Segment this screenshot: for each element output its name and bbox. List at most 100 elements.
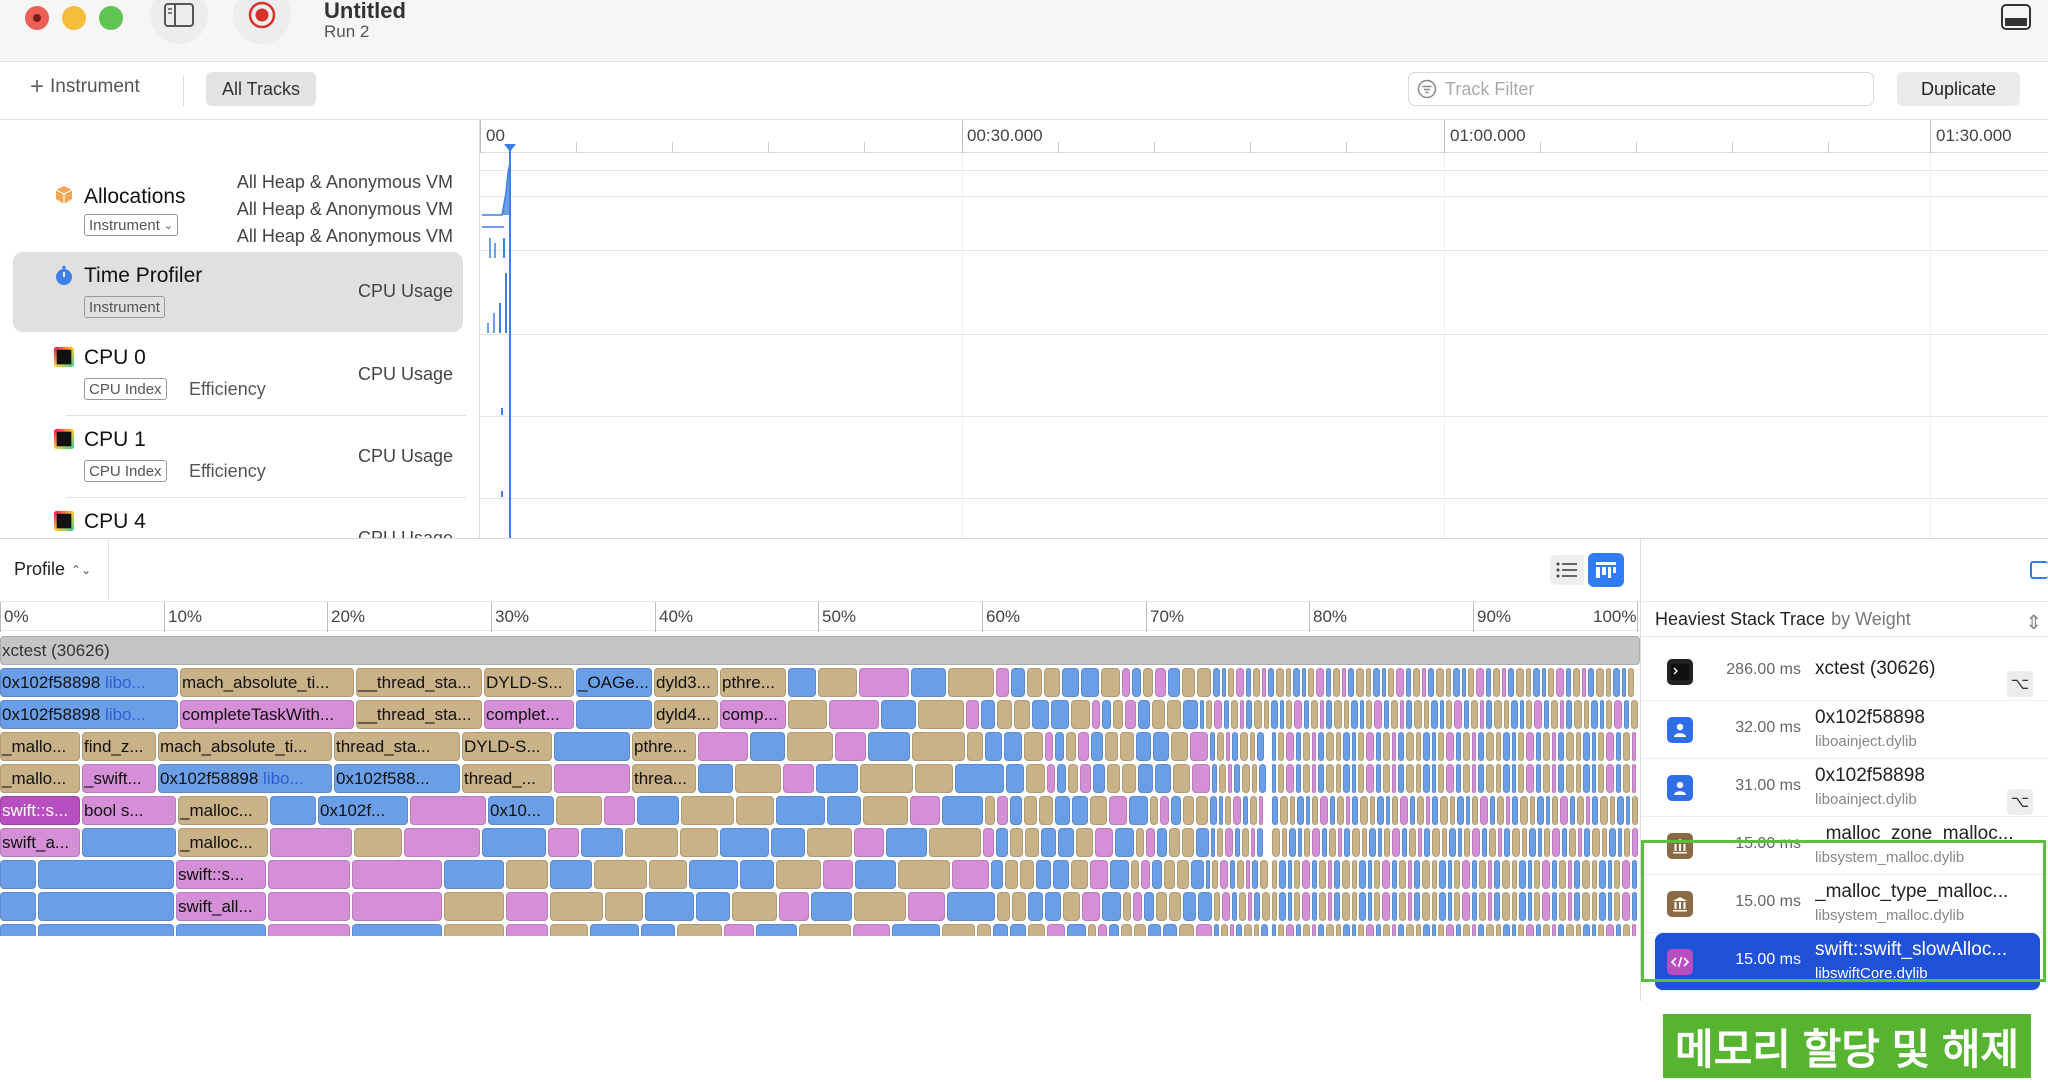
flame-frame[interactable] bbox=[1453, 668, 1460, 697]
flame-frame[interactable] bbox=[1196, 828, 1209, 857]
flame-frame[interactable] bbox=[783, 764, 814, 793]
flame-frame[interactable] bbox=[1552, 828, 1560, 857]
flame-frame[interactable] bbox=[1382, 860, 1390, 889]
close-window-button[interactable] bbox=[25, 6, 49, 30]
flame-frame[interactable] bbox=[1472, 924, 1476, 936]
flame-frame[interactable] bbox=[779, 892, 809, 921]
flame-frame[interactable] bbox=[1102, 892, 1121, 921]
flame-frame[interactable] bbox=[1066, 732, 1076, 761]
flame-frame[interactable] bbox=[1570, 796, 1575, 825]
flame-frame[interactable] bbox=[1326, 764, 1334, 793]
flame-frame[interactable] bbox=[1606, 732, 1614, 761]
flame-frame[interactable] bbox=[1526, 700, 1532, 729]
flame-frame[interactable] bbox=[1115, 828, 1134, 857]
flame-frame[interactable] bbox=[1409, 828, 1416, 857]
flame-frame[interactable] bbox=[807, 828, 852, 857]
flame-frame[interactable] bbox=[1196, 924, 1212, 936]
flame-frame[interactable] bbox=[983, 828, 994, 857]
flame-frame[interactable]: swift_all... bbox=[176, 892, 266, 921]
flame-frame[interactable] bbox=[1342, 860, 1350, 889]
flame-frame[interactable] bbox=[1536, 732, 1541, 761]
flame-frame[interactable] bbox=[1320, 700, 1324, 729]
flame-frame[interactable] bbox=[550, 892, 603, 921]
flame-frame[interactable] bbox=[1041, 828, 1056, 857]
track-filter-field[interactable] bbox=[1408, 72, 1874, 106]
flame-frame[interactable] bbox=[404, 828, 480, 857]
flame-frame[interactable] bbox=[1416, 764, 1421, 793]
flame-frame[interactable] bbox=[776, 796, 825, 825]
flame-frame[interactable] bbox=[1290, 796, 1295, 825]
flame-frame[interactable] bbox=[1226, 732, 1230, 761]
flame-frame[interactable] bbox=[1370, 796, 1375, 825]
flame-frame[interactable] bbox=[1392, 732, 1396, 761]
flame-frame[interactable] bbox=[1626, 796, 1630, 825]
flame-frame[interactable] bbox=[1392, 828, 1400, 857]
flame-frame[interactable] bbox=[1384, 700, 1389, 729]
flame-frame[interactable] bbox=[912, 732, 965, 761]
flame-frame[interactable] bbox=[1432, 924, 1436, 936]
flame-frame[interactable] bbox=[1366, 764, 1374, 793]
flame-frame[interactable] bbox=[1252, 764, 1257, 793]
flame-frame[interactable] bbox=[1490, 796, 1495, 825]
flame-frame[interactable] bbox=[1225, 828, 1233, 857]
flame-frame[interactable] bbox=[1528, 892, 1532, 921]
flame-frame[interactable] bbox=[886, 828, 927, 857]
flame-frame[interactable] bbox=[1588, 668, 1594, 697]
flame-frame[interactable] bbox=[776, 860, 821, 889]
flame-frame[interactable] bbox=[1408, 860, 1412, 889]
flame-frame[interactable] bbox=[1122, 764, 1136, 793]
flame-frame[interactable] bbox=[1318, 732, 1324, 761]
flame-frame[interactable] bbox=[1045, 892, 1061, 921]
flame-frame[interactable]: thread_sta... bbox=[334, 732, 460, 761]
flame-frame[interactable] bbox=[1512, 732, 1516, 761]
flame-frame[interactable]: 0x102f58898 libo... bbox=[0, 700, 178, 729]
flame-frame[interactable] bbox=[1503, 732, 1510, 761]
flame-frame[interactable] bbox=[1583, 732, 1590, 761]
flame-frame[interactable]: comp... bbox=[720, 700, 786, 729]
stack-frame-row[interactable]: 15.00 ms swift::swift_slowAlloc... libswif… bbox=[1655, 933, 2040, 991]
flame-frame[interactable] bbox=[1471, 700, 1478, 729]
flame-frame[interactable] bbox=[1551, 700, 1558, 729]
flame-frame[interactable] bbox=[1358, 732, 1364, 761]
flame-frame[interactable] bbox=[1376, 924, 1381, 936]
flame-frame[interactable] bbox=[1432, 732, 1436, 761]
flame-frame[interactable] bbox=[354, 828, 402, 857]
flame-frame[interactable] bbox=[1598, 764, 1604, 793]
flame-frame[interactable] bbox=[1047, 924, 1065, 936]
flame-frame[interactable] bbox=[698, 732, 748, 761]
flame-frame[interactable] bbox=[1262, 892, 1270, 921]
flame-frame[interactable] bbox=[1457, 796, 1464, 825]
flame-frame[interactable] bbox=[1622, 668, 1626, 697]
flame-frame[interactable] bbox=[1020, 860, 1034, 889]
flame-frame[interactable] bbox=[1416, 732, 1421, 761]
flame-frame[interactable] bbox=[1260, 860, 1268, 889]
flame-frame[interactable] bbox=[1250, 796, 1257, 825]
flame-frame[interactable] bbox=[1454, 892, 1460, 921]
flame-frame[interactable] bbox=[1494, 860, 1500, 889]
flame-frame[interactable] bbox=[1623, 764, 1630, 793]
flame-frame[interactable] bbox=[1462, 668, 1466, 697]
flame-frame[interactable] bbox=[1374, 860, 1380, 889]
flame-frame[interactable] bbox=[1369, 828, 1376, 857]
flame-frame[interactable] bbox=[942, 924, 975, 936]
flame-frame[interactable] bbox=[750, 732, 785, 761]
flame-frame[interactable] bbox=[1518, 924, 1524, 936]
flame-frame[interactable] bbox=[1583, 764, 1590, 793]
flame-frame[interactable] bbox=[1463, 732, 1470, 761]
flame-frame[interactable] bbox=[1439, 860, 1446, 889]
flame-frame[interactable] bbox=[1446, 764, 1454, 793]
flame-frame[interactable] bbox=[1222, 892, 1230, 921]
flame-frame[interactable] bbox=[1382, 892, 1390, 921]
flame-frame[interactable] bbox=[853, 924, 890, 936]
flame-frame[interactable] bbox=[1121, 924, 1132, 936]
flame-frame[interactable] bbox=[1552, 860, 1557, 889]
flame-frame[interactable] bbox=[1406, 668, 1411, 697]
flame-frame[interactable] bbox=[1574, 860, 1580, 889]
flame-frame[interactable] bbox=[1219, 764, 1226, 793]
playhead[interactable] bbox=[509, 146, 511, 538]
flame-frame[interactable] bbox=[1120, 732, 1134, 761]
flame-frame[interactable] bbox=[1417, 796, 1424, 825]
flame-frame[interactable] bbox=[1129, 796, 1148, 825]
flame-frame[interactable] bbox=[1157, 828, 1167, 857]
flame-frame[interactable] bbox=[1472, 860, 1477, 889]
